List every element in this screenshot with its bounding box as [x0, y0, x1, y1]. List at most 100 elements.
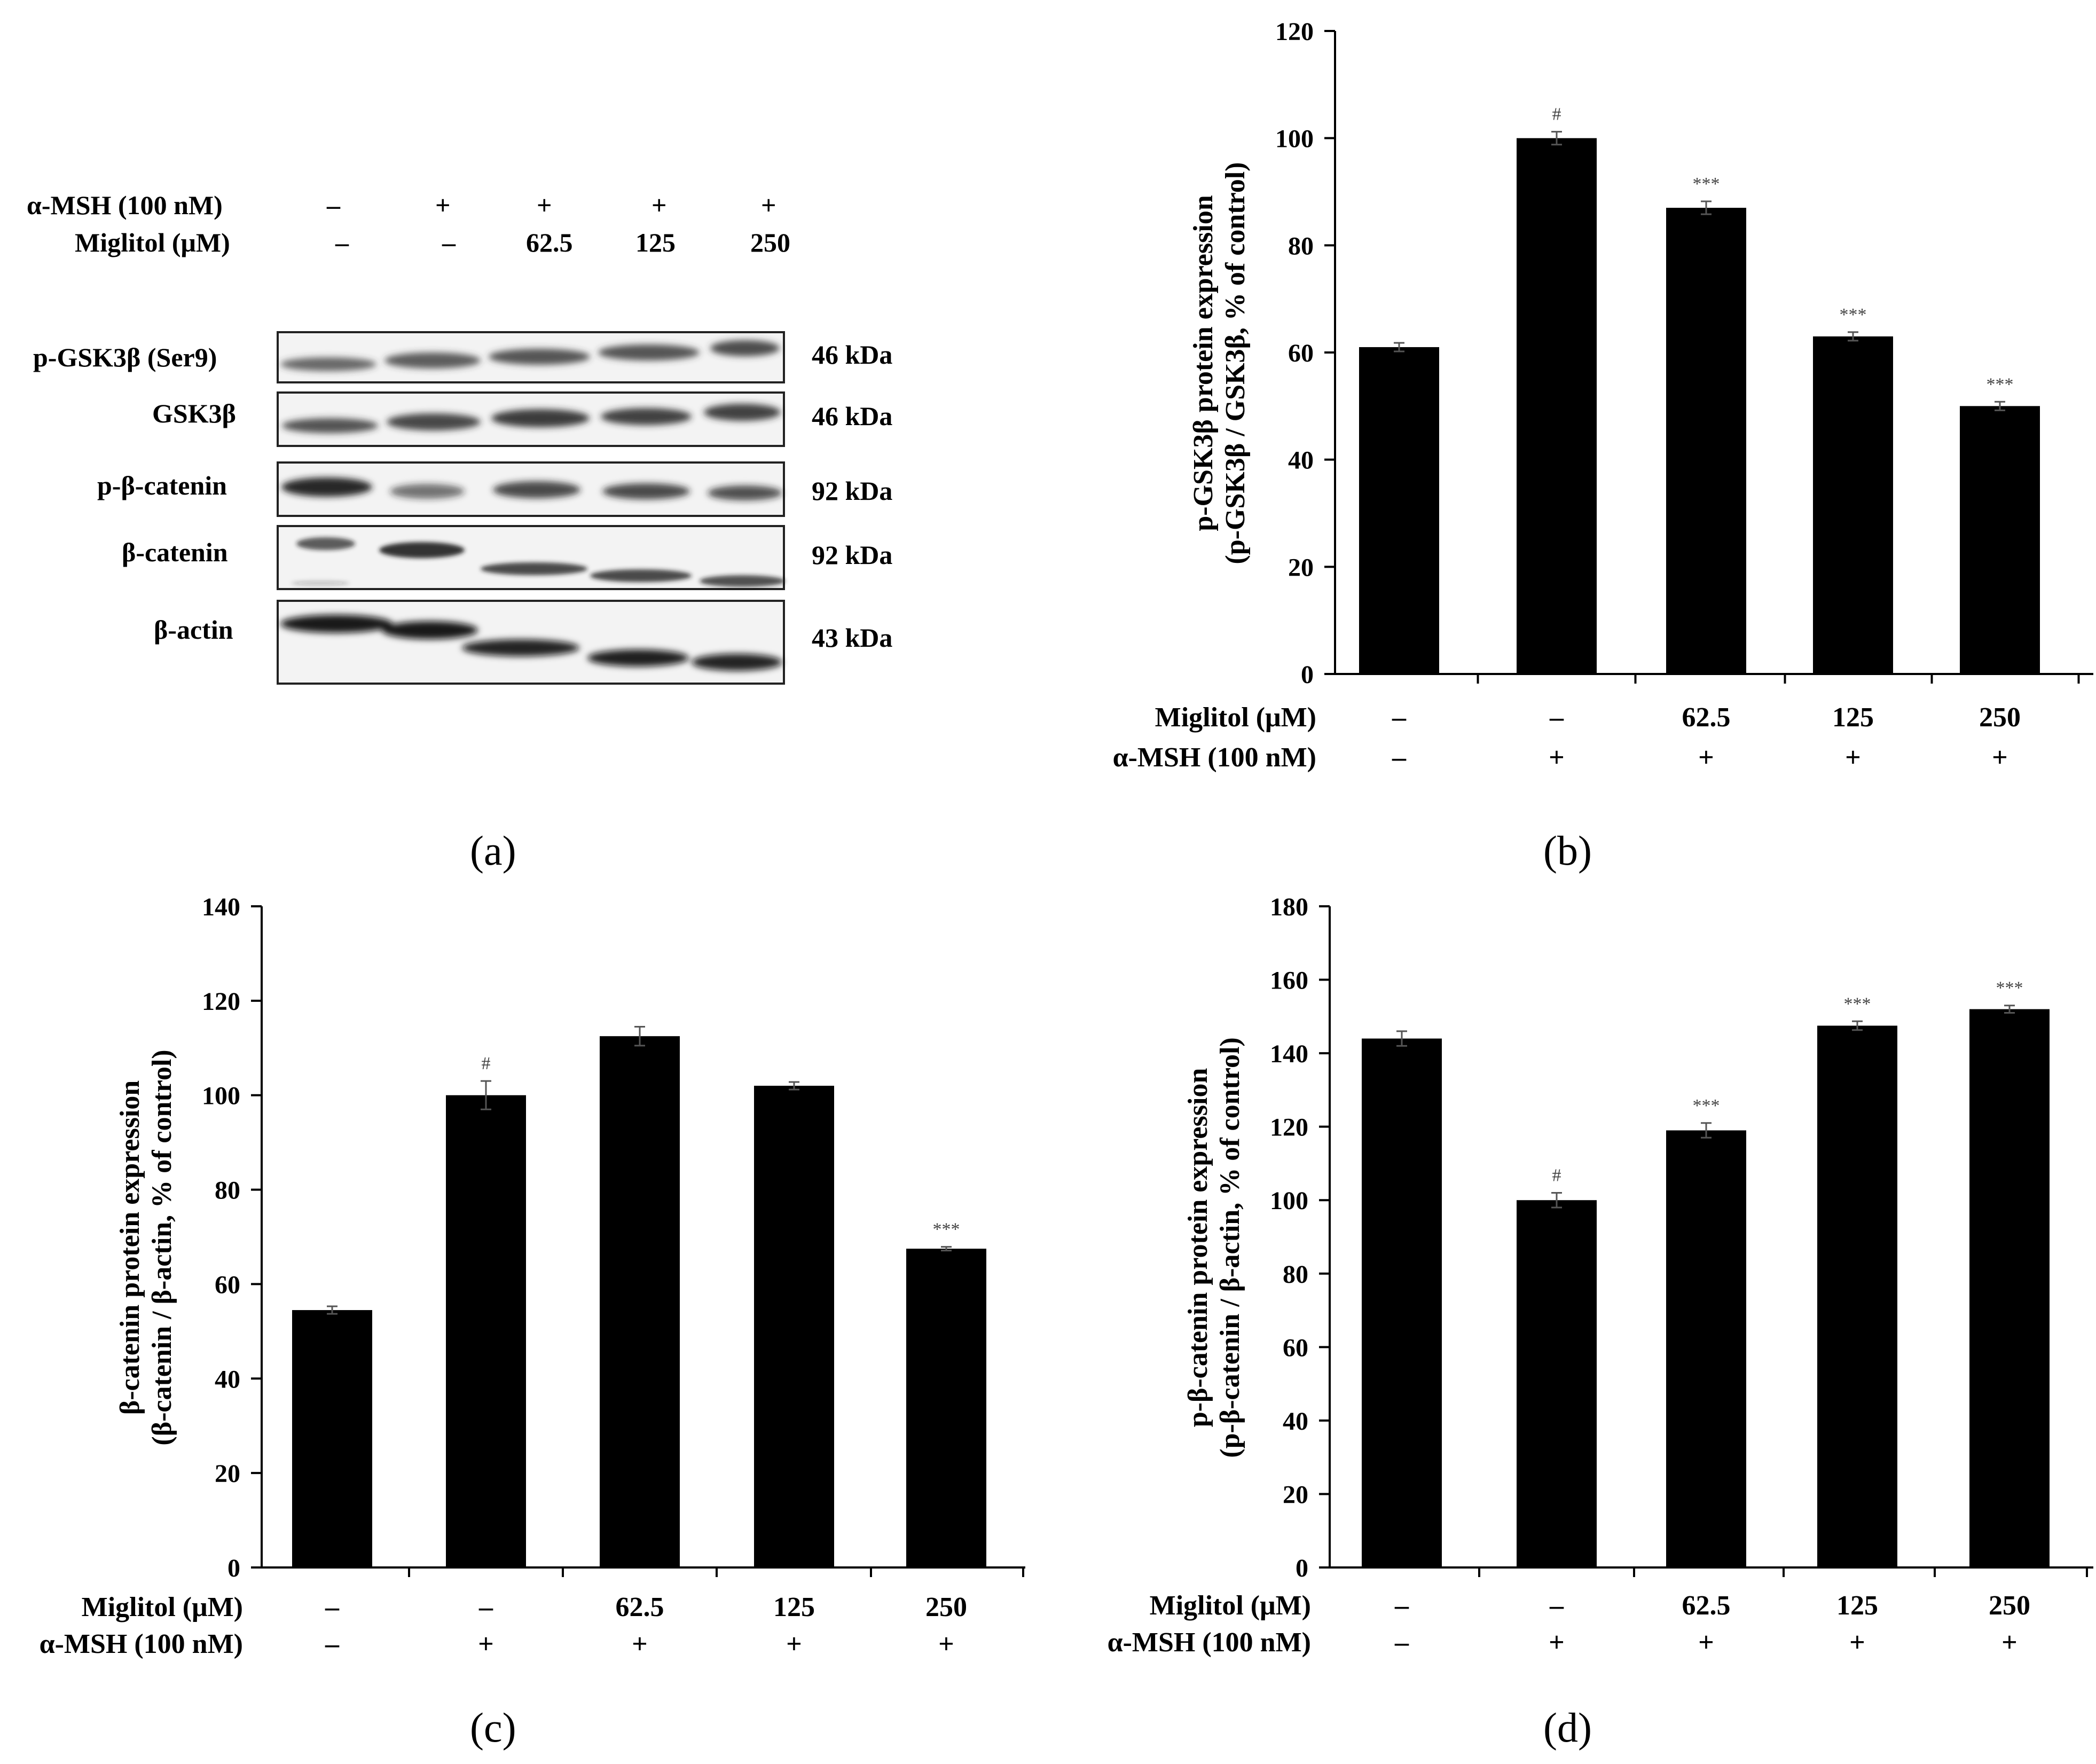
significance-2: #: [482, 1054, 491, 1073]
treatment-value-0-2: –: [478, 1592, 493, 1622]
band-size-bactin: 43 kDa: [812, 623, 893, 653]
treatment-label-0: Miglitol (μM): [82, 1592, 243, 1622]
treatment-value-0-3: 62.5: [1682, 1590, 1731, 1621]
band-size-pgsk3b: 46 kDa: [812, 340, 893, 370]
treatment-value-1-5: +: [938, 1629, 954, 1659]
panel-label-d: (d): [1543, 1704, 1592, 1751]
y-axis-label-line-1: (β-catenin / β-actin, % of control): [147, 1049, 177, 1445]
y-tick-label-6: 120: [202, 987, 240, 1016]
blot-miglitol-value-4: 125: [635, 228, 676, 257]
y-tick-label-3: 60: [1283, 1334, 1308, 1362]
bar-2: [1517, 138, 1597, 675]
significance-5: ***: [1996, 978, 2023, 998]
y-tick-label-0: 0: [227, 1554, 240, 1582]
treatment-value-0-1: –: [325, 1592, 340, 1622]
treatment-value-0-2: –: [1549, 1590, 1564, 1621]
y-tick-label-1: 20: [215, 1460, 240, 1488]
significance-2: #: [1552, 105, 1561, 124]
treatment-value-0-4: 125: [1832, 702, 1874, 733]
blot-miglitol-value-1: –: [335, 228, 349, 257]
bar-3: [1666, 1130, 1746, 1567]
treatment-value-1-5: +: [1992, 742, 2008, 773]
y-tick-label-6: 120: [1275, 18, 1314, 46]
y-axis-label-line-0: β-catenin protein expression: [115, 1080, 145, 1415]
y-tick-label-4: 80: [215, 1177, 240, 1205]
bar-5: [1969, 1009, 2050, 1567]
band-name-pbcatenin: p-β-catenin: [97, 471, 227, 500]
treatment-value-0-4: 125: [773, 1592, 815, 1622]
treatment-value-0-5: 250: [925, 1592, 967, 1622]
treatment-value-0-3: 62.5: [1682, 702, 1731, 733]
band-size-gsk3b: 46 kDa: [812, 401, 893, 431]
significance-3: ***: [1693, 174, 1720, 194]
chart-c: 0 20 40 60 80 100 120 140 β-catenin protein expr…: [40, 893, 1025, 1659]
treatment-label-1: α-MSH (100 nM): [1108, 1627, 1311, 1658]
y-axis-label-line-1: (p-β-catenin / β-actin, % of control): [1215, 1037, 1245, 1458]
panel-a-western-blot: α-MSH (100 nM) Miglitol (μM) – + + + + –…: [0, 0, 1047, 876]
treatment-value-1-2: +: [1549, 742, 1565, 773]
treatment-value-0-5: 250: [1979, 702, 2021, 733]
treatment-value-0-4: 125: [1836, 1590, 1878, 1621]
y-tick-label-2: 40: [1288, 446, 1314, 475]
y-axis-label-line-1: (p-GSK3β / GSK3β, % of control): [1220, 162, 1251, 565]
treatment-label-0: Miglitol (μM): [1150, 1590, 1311, 1621]
band-name-bcatenin: β-catenin: [122, 537, 228, 567]
y-tick-label-6: 120: [1270, 1114, 1308, 1142]
blot-msh-value-4: +: [651, 190, 667, 220]
treatment-value-1-1: –: [1392, 742, 1407, 773]
panel-label-c: (c): [470, 1704, 516, 1751]
treatment-value-0-5: 250: [1989, 1590, 2030, 1621]
y-tick-label-5: 100: [1275, 125, 1314, 153]
y-tick-label-5: 100: [202, 1082, 240, 1110]
blot-strip-bcatenin: [277, 525, 785, 590]
band-size-bcatenin: 92 kDa: [812, 540, 893, 570]
blot-miglitol-value-2: –: [442, 228, 456, 257]
blot-miglitol-value-5: 250: [750, 228, 790, 257]
y-tick-label-5: 100: [1270, 1187, 1308, 1215]
panel-label-a: (a): [470, 827, 516, 874]
treatment-value-1-3: +: [632, 1629, 648, 1659]
blot-miglitol-value-3: 62.5: [526, 228, 573, 257]
y-tick-label-9: 180: [1270, 893, 1308, 921]
chart-b: 0 20 40 60 80 100 120 p-GSK3β protein expressio…: [1113, 18, 2093, 773]
blot-strip-pbcatenin: [277, 461, 785, 517]
bar-4: [1813, 336, 1893, 674]
blot-strip-pgsk3b: [277, 331, 785, 383]
y-tick-label-0: 0: [1301, 661, 1314, 689]
treatment-value-1-2: +: [1549, 1627, 1565, 1658]
blot-strip-gsk3b: [277, 391, 785, 447]
bar-4: [1817, 1025, 1897, 1567]
y-tick-label-2: 40: [1283, 1407, 1308, 1436]
blot-images: [277, 331, 785, 685]
bar-3: [1666, 208, 1746, 675]
significance-4: ***: [1844, 994, 1871, 1014]
blot-strip-bactin: [277, 600, 785, 685]
bar-2: [1517, 1200, 1597, 1567]
bar-2: [446, 1095, 526, 1567]
blot-msh-value-2: +: [435, 190, 451, 220]
y-tick-label-3: 60: [215, 1271, 240, 1299]
y-axis-label-line-0: p-GSK3β protein expression: [1188, 195, 1219, 531]
blot-msh-value-1: –: [327, 190, 340, 220]
y-tick-label-4: 80: [1288, 232, 1314, 260]
y-axis-label-line-0: p-β-catenin protein expression: [1183, 1068, 1213, 1428]
treatment-value-0-3: 62.5: [616, 1592, 664, 1622]
y-tick-label-3: 60: [1288, 339, 1314, 367]
treatment-value-1-4: +: [786, 1629, 802, 1659]
treatment-value-1-1: –: [325, 1629, 340, 1659]
significance-3: ***: [1693, 1096, 1720, 1116]
treatment-value-0-2: –: [1549, 702, 1564, 733]
y-tick-label-8: 160: [1270, 967, 1308, 995]
y-tick-label-1: 20: [1288, 553, 1314, 582]
significance-5: ***: [933, 1220, 960, 1240]
y-tick-label-0: 0: [1296, 1554, 1308, 1582]
y-tick-label-2: 40: [215, 1365, 240, 1393]
y-tick-label-4: 80: [1283, 1260, 1308, 1289]
blot-msh-value-3: +: [537, 190, 552, 220]
band-name-pgsk3b: p-GSK3β (Ser9): [33, 342, 217, 372]
blot-treatment-label-miglitol: Miglitol (μM): [75, 228, 230, 257]
y-tick-label-1: 20: [1283, 1480, 1308, 1509]
significance-5: ***: [1987, 374, 2014, 394]
bar-1: [1359, 347, 1439, 674]
treatment-value-1-3: +: [1698, 1627, 1714, 1658]
